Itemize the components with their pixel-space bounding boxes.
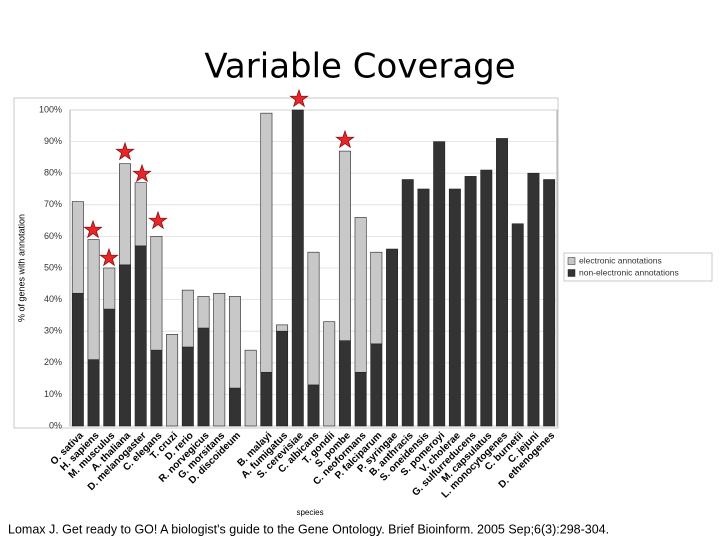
bar-segment [197,327,210,427]
y-tick-label: 90% [44,136,62,146]
star [148,210,168,230]
bar-segment [244,349,257,427]
bar-segment [401,179,414,427]
bar-segment [71,292,84,427]
bar-segment [527,172,540,427]
bar-segment [181,289,194,348]
citation: Lomax J. Get ready to GO! A biologist's … [8,522,609,536]
y-tick-label: 70% [44,199,62,209]
y-tick-label: 60% [44,231,62,241]
bar-segment [228,387,241,427]
bar-segment [323,321,336,427]
legend-label: non-electronic annotations [579,267,679,277]
legend-swatch [567,269,576,277]
bar-segment [464,176,477,427]
bar-segment [338,150,351,341]
legend-label: electronic annotations [579,255,662,265]
bar-segment [103,308,116,427]
bar-segment [260,371,273,427]
x-axis-label: species [296,508,323,517]
bar-segment [307,251,320,386]
bar-segment [119,264,131,427]
bar-segment [134,182,147,247]
bar-segment [480,169,493,427]
y-tick-label: 40% [44,294,62,304]
bar-segment [213,292,226,427]
y-tick-label: 30% [44,326,62,336]
legend-box [563,252,713,282]
bar-segment [496,138,508,427]
bar-segment [433,141,446,427]
y-tick-label: 10% [44,389,62,399]
bar-segment [181,346,194,427]
bar-segment [291,109,304,427]
bar-segment [150,349,163,427]
slide-title: Variable Coverage [204,47,515,87]
bar-segment [511,223,524,427]
bar-segment [119,163,131,266]
star [115,141,135,161]
y-tick-label: 100% [39,104,62,114]
bar-segment [354,371,367,427]
bar-segment [370,343,383,427]
bar-segment [543,179,556,427]
bar-segment [307,384,320,427]
y-tick-label: 20% [44,357,62,367]
bar-segment [71,201,84,294]
bar-segment [166,334,179,427]
y-tick-label: 50% [44,262,62,272]
star [289,88,309,108]
bar-segment [417,188,430,427]
bar-segment [103,267,116,310]
bar-segment [386,248,399,427]
bar-segment [197,296,210,329]
star [99,247,119,267]
y-tick-label: 0% [49,420,62,430]
star-markers [83,88,355,267]
bar-segment [370,251,383,345]
bar-segment [87,239,100,360]
star [335,129,355,149]
bar-segment [338,340,351,427]
bar-segment [354,217,367,373]
star [83,219,103,239]
bar-segment [134,245,147,427]
star [132,163,152,183]
bar-segment [448,188,461,427]
y-tick-label: 80% [44,168,62,178]
y-axis-label: % of genes with annotation [16,214,26,322]
bar-segment [260,112,273,373]
bar-segment [150,236,163,351]
chart-frame [13,97,559,429]
bar-segment [276,330,289,427]
bar-segment [276,324,289,332]
bar-segment [228,296,241,389]
bar-segment [87,359,100,427]
legend-swatch [567,257,576,265]
